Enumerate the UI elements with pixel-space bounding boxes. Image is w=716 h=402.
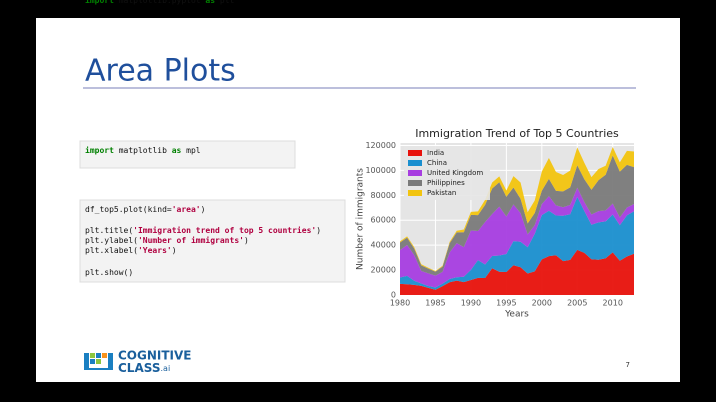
logo-suffix: .ai [161,364,171,373]
code-line: plt.xlabel('Years') [85,246,177,255]
code-token: import [85,0,114,5]
y-tick-label: 120000 [365,141,396,150]
code-line: import matplotlib.pyplot as plt [85,0,235,5]
legend-label: Pakistan [427,189,456,197]
area [400,147,634,272]
area [400,249,634,295]
y-tick-label: 100000 [365,166,396,175]
code-token: plt [215,0,234,5]
legend-swatch [408,150,422,156]
x-tick-label: 1980 [390,299,410,308]
chart-title: Immigration Trend of Top 5 Countries [415,127,619,140]
code-token: 'Immigration trend of top 5 countries' [133,225,316,235]
x-tick-label: 2005 [567,299,587,308]
area [400,155,634,276]
y-tick-label: 80000 [371,191,396,200]
y-axis-label: Number of immigrants [356,168,366,270]
legend-swatch [408,190,422,196]
code-token: ) [316,226,321,235]
code-token: as [172,146,182,155]
logo-text: COGNITIVE [118,349,192,363]
legend-label: Philippines [427,179,465,187]
legend-swatch [408,160,422,166]
logo [84,353,113,370]
slide-title: Area Plots [85,54,236,89]
code-line: plt.show() [85,268,133,277]
logo-text: CLASS.ai [118,361,170,375]
code-token: mpl [181,146,200,155]
y-tick-label: 40000 [371,241,396,250]
x-tick-label: 1990 [461,299,481,308]
code-token: matplotlib [114,146,172,155]
legend-label: India [427,149,444,157]
x-axis-label: Years [504,310,529,320]
code-token: 'Years' [138,246,172,255]
x-tick-label: 1985 [425,299,445,308]
x-tick-label: 2000 [532,299,552,308]
code-token: ) [244,236,249,245]
x-tick-label: 2010 [603,299,623,308]
legend-label: China [427,159,447,167]
legend-label: United Kingdom [427,169,483,177]
code-line: import matplotlib as mpl [85,145,201,155]
code-token: plt.show() [85,268,133,277]
code-token: ) [172,246,177,255]
legend-swatch [408,180,422,186]
y-tick-label: 20000 [371,266,396,275]
code-box [79,140,296,169]
code-token: import [85,145,114,155]
y-tick-label: 0 [391,291,396,300]
code-line: plt.title('Immigration trend of top 5 co… [85,225,321,235]
code-line: df_top5.plot(kind='area') [85,205,205,214]
code-token: 'Number of immigrants' [138,235,244,245]
legend-swatch [408,170,422,176]
code-token: matplotlib.pyplot [114,0,206,5]
area [400,187,634,288]
code-token: 'area' [172,205,201,214]
code-token: plt.title( [85,226,133,235]
page-number: 7 [626,361,630,369]
code-token: plt.ylabel( [85,236,138,245]
code-token: ) [201,205,206,214]
code-line: plt.ylabel('Number of immigrants') [85,235,249,245]
code-token: df_top5.plot(kind= [85,205,172,214]
x-tick-label: 1995 [496,299,516,308]
code-box [79,199,346,283]
logo-text: CLASS [118,361,161,375]
y-tick-label: 60000 [371,216,396,225]
code-token: as [205,0,215,5]
area [400,196,634,290]
code-token: plt.xlabel( [85,246,138,255]
